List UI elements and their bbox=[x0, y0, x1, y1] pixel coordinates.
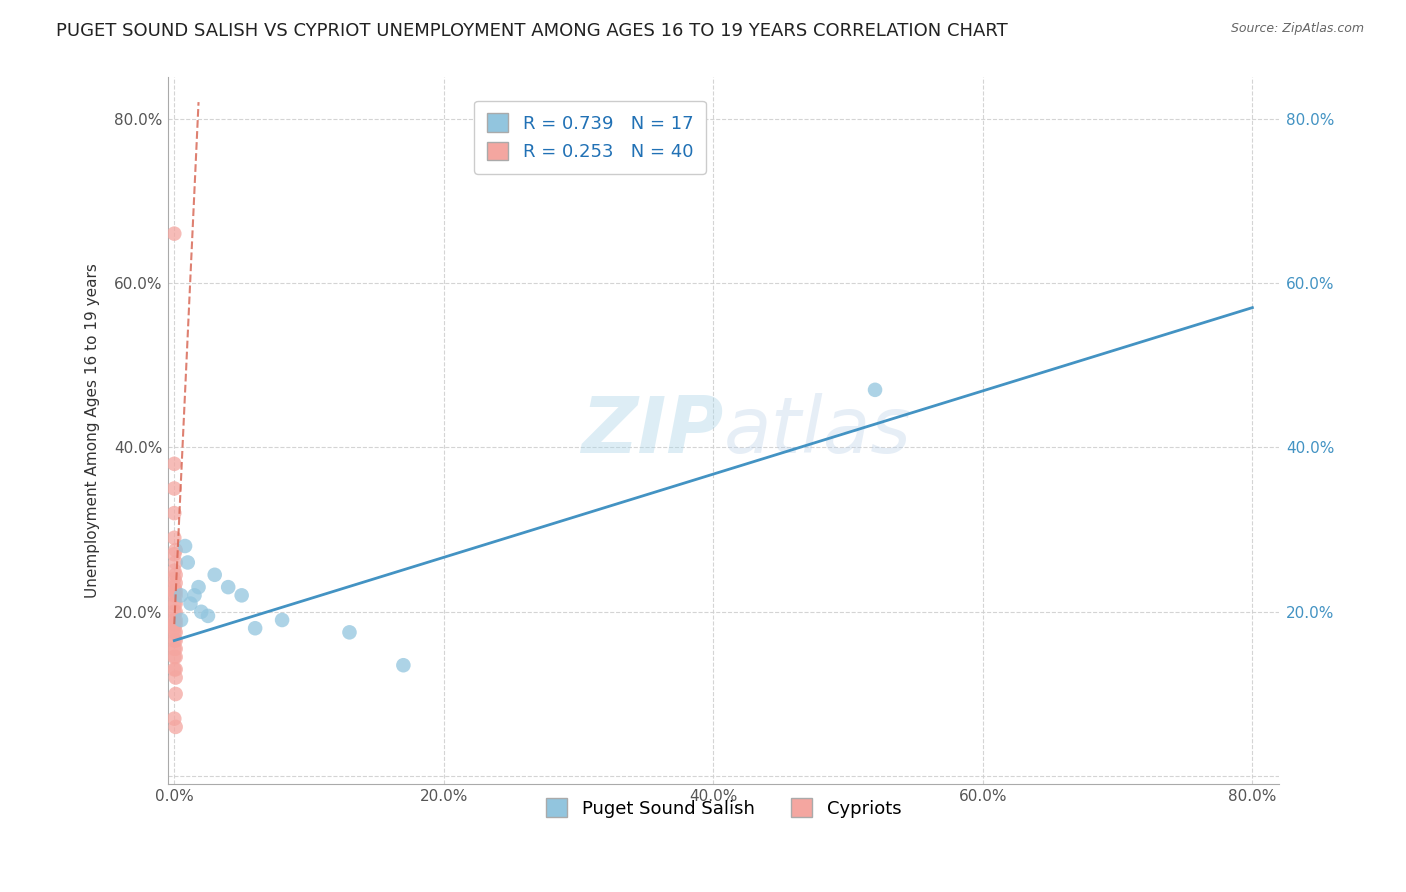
Point bbox=[174, 539, 197, 553]
Point bbox=[163, 227, 186, 241]
Text: Source: ZipAtlas.com: Source: ZipAtlas.com bbox=[1230, 22, 1364, 36]
Point bbox=[170, 588, 193, 602]
Y-axis label: Unemployment Among Ages 16 to 19 years: Unemployment Among Ages 16 to 19 years bbox=[86, 263, 100, 599]
Point bbox=[163, 580, 186, 594]
Point bbox=[165, 567, 187, 582]
Point bbox=[163, 597, 186, 611]
Point bbox=[163, 588, 186, 602]
Point bbox=[231, 588, 253, 602]
Point bbox=[163, 712, 186, 726]
Point bbox=[165, 662, 187, 676]
Point bbox=[165, 584, 187, 599]
Point bbox=[163, 625, 186, 640]
Point bbox=[165, 720, 187, 734]
Point bbox=[183, 588, 205, 602]
Point bbox=[243, 621, 266, 635]
Point bbox=[190, 605, 212, 619]
Point bbox=[163, 605, 186, 619]
Point bbox=[163, 633, 186, 648]
Text: PUGET SOUND SALISH VS CYPRIOT UNEMPLOYMENT AMONG AGES 16 TO 19 YEARS CORRELATION: PUGET SOUND SALISH VS CYPRIOT UNEMPLOYME… bbox=[56, 22, 1008, 40]
Point bbox=[163, 613, 186, 627]
Point bbox=[163, 617, 186, 632]
Point bbox=[163, 650, 186, 665]
Point bbox=[165, 597, 187, 611]
Point bbox=[163, 621, 186, 635]
Point bbox=[165, 617, 187, 632]
Point bbox=[217, 580, 239, 594]
Point bbox=[163, 457, 186, 471]
Point bbox=[187, 580, 209, 594]
Text: atlas: atlas bbox=[724, 393, 911, 469]
Point bbox=[165, 605, 187, 619]
Point bbox=[165, 556, 187, 570]
Point bbox=[163, 564, 186, 578]
Point bbox=[165, 543, 187, 558]
Point bbox=[165, 633, 187, 648]
Point bbox=[339, 625, 361, 640]
Point bbox=[163, 572, 186, 586]
Point bbox=[163, 641, 186, 656]
Text: ZIP: ZIP bbox=[581, 393, 724, 469]
Point bbox=[197, 608, 219, 623]
Point bbox=[165, 671, 187, 685]
Point bbox=[271, 613, 294, 627]
Point bbox=[165, 687, 187, 701]
Point bbox=[163, 662, 186, 676]
Point bbox=[165, 576, 187, 591]
Point bbox=[165, 625, 187, 640]
Point bbox=[163, 506, 186, 520]
Point bbox=[165, 613, 187, 627]
Legend: Puget Sound Salish, Cypriots: Puget Sound Salish, Cypriots bbox=[538, 791, 908, 825]
Point bbox=[163, 482, 186, 496]
Point bbox=[392, 658, 415, 673]
Point bbox=[165, 588, 187, 602]
Point bbox=[863, 383, 886, 397]
Point bbox=[163, 547, 186, 561]
Point bbox=[163, 584, 186, 599]
Point bbox=[177, 556, 200, 570]
Point bbox=[163, 531, 186, 545]
Point bbox=[170, 613, 193, 627]
Point bbox=[179, 597, 201, 611]
Point bbox=[204, 567, 226, 582]
Point bbox=[165, 650, 187, 665]
Point bbox=[165, 641, 187, 656]
